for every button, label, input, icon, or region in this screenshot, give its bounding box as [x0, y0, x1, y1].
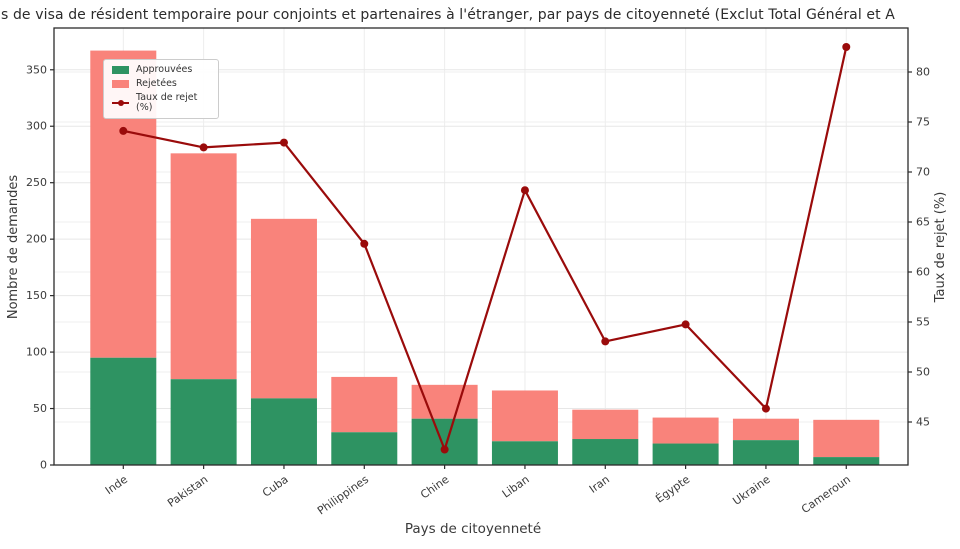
- bar-segment-rejected: [331, 376, 398, 433]
- legend-swatch-approved-icon: [112, 66, 129, 74]
- bar-segment-approved: [90, 357, 157, 465]
- line-marker: [681, 320, 690, 329]
- y-axis-left-tick-label: 50: [33, 402, 47, 415]
- x-tick-label: Philippines: [315, 473, 371, 518]
- bar-segment-approved: [331, 432, 398, 465]
- x-axis-title: Pays de citoyenneté: [405, 521, 541, 537]
- legend-line-sample-icon: [112, 99, 129, 106]
- y-axis-right-tick-label: 45: [916, 416, 930, 429]
- bar-segment-rejected: [813, 419, 880, 458]
- rejection-rate-line: [123, 46, 848, 451]
- y-axis-left-tick-label: 150: [26, 289, 47, 302]
- x-tick-label: Cuba: [260, 473, 291, 500]
- y-axis-right-tick-label: 70: [916, 166, 930, 179]
- y-axis-left-tick-label: 250: [26, 176, 47, 189]
- line-marker: [520, 186, 529, 195]
- y-axis-right-title: Taux de rejet (%): [933, 192, 948, 304]
- line-marker: [279, 138, 288, 147]
- plot-border: [53, 27, 909, 466]
- bar-segment-approved: [411, 418, 478, 465]
- line-marker: [842, 43, 851, 51]
- line-marker: [119, 126, 128, 135]
- y-axis-left-title: Nombre de demandes: [6, 175, 21, 320]
- x-tick-label: Chine: [418, 473, 451, 502]
- y-axis-left-tick-label: 0: [40, 459, 47, 472]
- bar-segment-rejected: [652, 417, 719, 444]
- x-tick-label: Ukraine: [730, 473, 772, 508]
- bar-segment-rejected: [250, 218, 317, 399]
- y-axis-left-tick-label: 350: [26, 63, 47, 76]
- chart-title: s de visa de résident temporaire pour co…: [1, 7, 895, 23]
- legend-label-rate: Taux de rejet (%): [136, 92, 198, 113]
- y-axis-right-tick-label: 75: [916, 116, 930, 129]
- legend: Approuvées Rejetées Taux de rejet (%): [103, 59, 219, 119]
- bar-segment-approved: [572, 439, 639, 465]
- bar-segment-rejected: [572, 409, 639, 440]
- y-axis-right-tick-label: 60: [916, 266, 930, 279]
- y-axis-right-tick-label: 55: [916, 316, 930, 329]
- x-tick-label: Liban: [500, 473, 532, 501]
- bar-segment-rejected: [732, 418, 799, 441]
- legend-entry-rate: Taux de rejet (%): [112, 93, 210, 113]
- y-axis-left-tick-label: 100: [26, 346, 47, 359]
- bar-segment-approved: [170, 379, 237, 465]
- x-tick-label: Cameroun: [799, 473, 853, 516]
- legend-swatch-rejected-icon: [112, 80, 129, 88]
- line-marker: [761, 404, 770, 413]
- bar-segment-rejected: [491, 390, 558, 442]
- y-axis-right-tick-label: 50: [916, 366, 930, 379]
- x-tick-label: Égypte: [653, 473, 692, 506]
- bar-segment-approved: [250, 398, 317, 465]
- y-axis-left-tick-label: 300: [26, 120, 47, 133]
- bar-segment-rejected: [170, 153, 237, 380]
- legend-entry-approved: Approuvées: [112, 65, 210, 75]
- line-marker: [199, 143, 208, 152]
- legend-entry-rejected: Rejetées: [112, 79, 210, 89]
- bar-segment-approved: [652, 443, 719, 465]
- bar-segment-approved: [813, 457, 880, 465]
- x-tick-label: Inde: [103, 473, 130, 498]
- legend-label-approved: Approuvées: [136, 64, 193, 75]
- y-axis-right-tick-label: 80: [916, 66, 930, 79]
- x-tick-label: Iran: [587, 473, 612, 496]
- y-axis-right-tick-label: 65: [916, 216, 930, 229]
- line-marker: [601, 337, 610, 346]
- bar-segment-approved: [732, 440, 799, 465]
- y-axis-left-tick-label: 200: [26, 233, 47, 246]
- line-marker: [440, 445, 449, 454]
- x-tick-label: Pakistan: [165, 473, 210, 510]
- bar-segment-approved: [491, 441, 558, 465]
- line-marker: [360, 239, 369, 248]
- legend-label-rejected: Rejetées: [136, 78, 177, 89]
